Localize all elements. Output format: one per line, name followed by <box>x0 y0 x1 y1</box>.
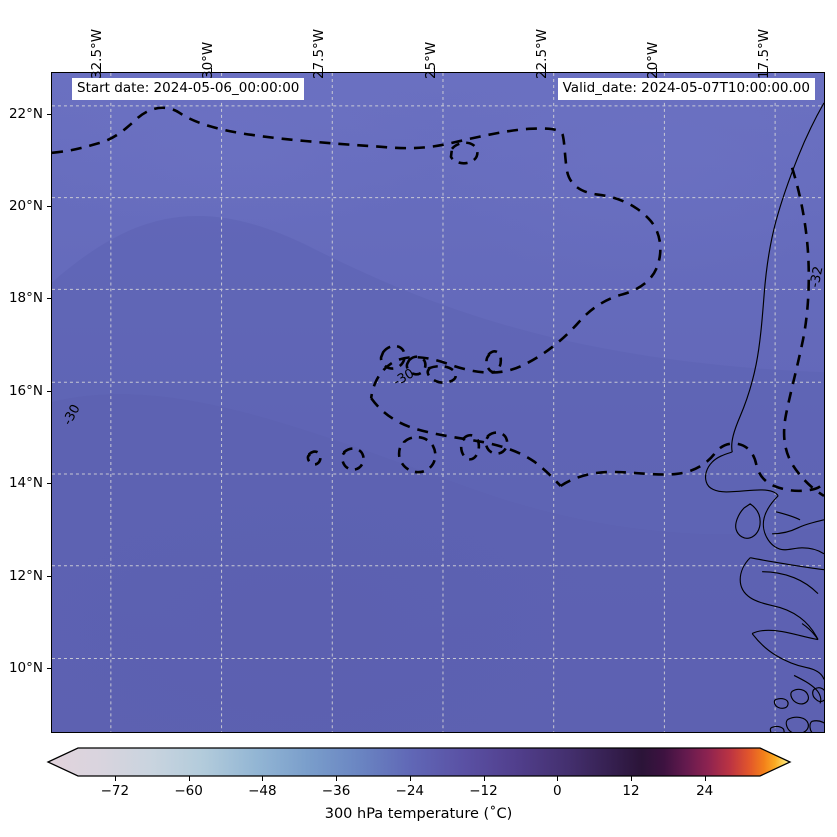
colorbar-tick-label-1: −60 <box>174 783 203 799</box>
coastal-islands <box>769 687 824 732</box>
colorbar-tickmark <box>704 776 706 781</box>
colorbar-tickmark <box>483 776 485 781</box>
contour-loops <box>306 141 509 474</box>
x-tickmark <box>99 68 101 72</box>
contour-minus30 <box>52 106 662 399</box>
colorbar-tickmark <box>630 776 632 781</box>
y-tick-label-3: 16°N <box>8 382 43 399</box>
coastline <box>704 102 824 704</box>
y-tickmark <box>47 390 51 392</box>
x-tick-label-0: 32.5°W <box>88 28 105 79</box>
colorbar-title: 300 hPa temperature (˚C) <box>324 806 513 822</box>
x-tick-label-2: 27.5°W <box>311 28 328 79</box>
y-tickmark <box>47 113 51 115</box>
start-date-banner: Start date: 2024-05-06_00:00:00 <box>72 78 305 100</box>
y-tickmark <box>47 668 51 670</box>
colorbar-tickmark <box>114 776 116 781</box>
y-tickmark <box>47 298 51 300</box>
colorbar-tick-label-3: −36 <box>321 783 351 799</box>
colorbar-tick-label-2: −48 <box>248 783 277 799</box>
contour-minus30-b <box>370 397 824 493</box>
colorbar-tickmark <box>409 776 411 781</box>
x-tick-label-5: 20°W <box>644 41 661 79</box>
map-axes[interactable] <box>51 72 825 733</box>
y-tickmark <box>47 483 51 485</box>
x-tick-label-6: 17.5°W <box>756 28 773 79</box>
colorbar-tick-label-4: −24 <box>395 783 425 799</box>
y-tickmark <box>47 575 51 577</box>
x-tickmark <box>544 68 546 72</box>
x-tickmark <box>211 68 213 72</box>
x-tickmark <box>322 68 324 72</box>
colorbar-tick-label-8: 24 <box>696 783 714 799</box>
y-tick-label-5: 12°N <box>8 567 43 584</box>
colorbar-tickmark <box>336 776 338 781</box>
y-tick-label-1: 20°N <box>8 198 43 215</box>
x-tickmark <box>433 68 435 72</box>
y-tick-label-2: 18°N <box>8 290 43 307</box>
map-gridlines <box>52 73 824 732</box>
y-tick-label-0: 22°N <box>8 105 43 122</box>
x-tick-label-4: 22.5°W <box>533 28 550 79</box>
x-tick-label-1: 30°W <box>200 41 217 79</box>
y-tickmark <box>47 206 51 208</box>
x-tickmark <box>767 68 769 72</box>
map-overlay <box>52 102 824 732</box>
colorbar[interactable]: −72 −60 −48 −36 −24 −12 0 12 24 <box>46 747 792 799</box>
y-tick-label-6: 10°N <box>8 660 43 677</box>
colorbar-tickmark <box>188 776 190 781</box>
colorbar-gradient <box>46 747 792 777</box>
colorbar-tick-label-5: −12 <box>469 783 498 799</box>
y-tick-label-4: 14°N <box>8 475 43 492</box>
colorbar-tickmark <box>262 776 264 781</box>
colorbar-tickmark <box>557 776 559 781</box>
contour-minus32 <box>782 167 824 498</box>
colorbar-tick-label-6: 0 <box>552 783 562 799</box>
valid-date-banner: Valid_date: 2024-05-07T10:00:00.00 <box>557 78 815 100</box>
colorbar-tick-label-0: −72 <box>100 783 130 799</box>
x-tick-label-3: 25°W <box>422 41 439 79</box>
colorbar-tick-label-7: 12 <box>622 783 640 799</box>
x-tickmark <box>655 68 657 72</box>
